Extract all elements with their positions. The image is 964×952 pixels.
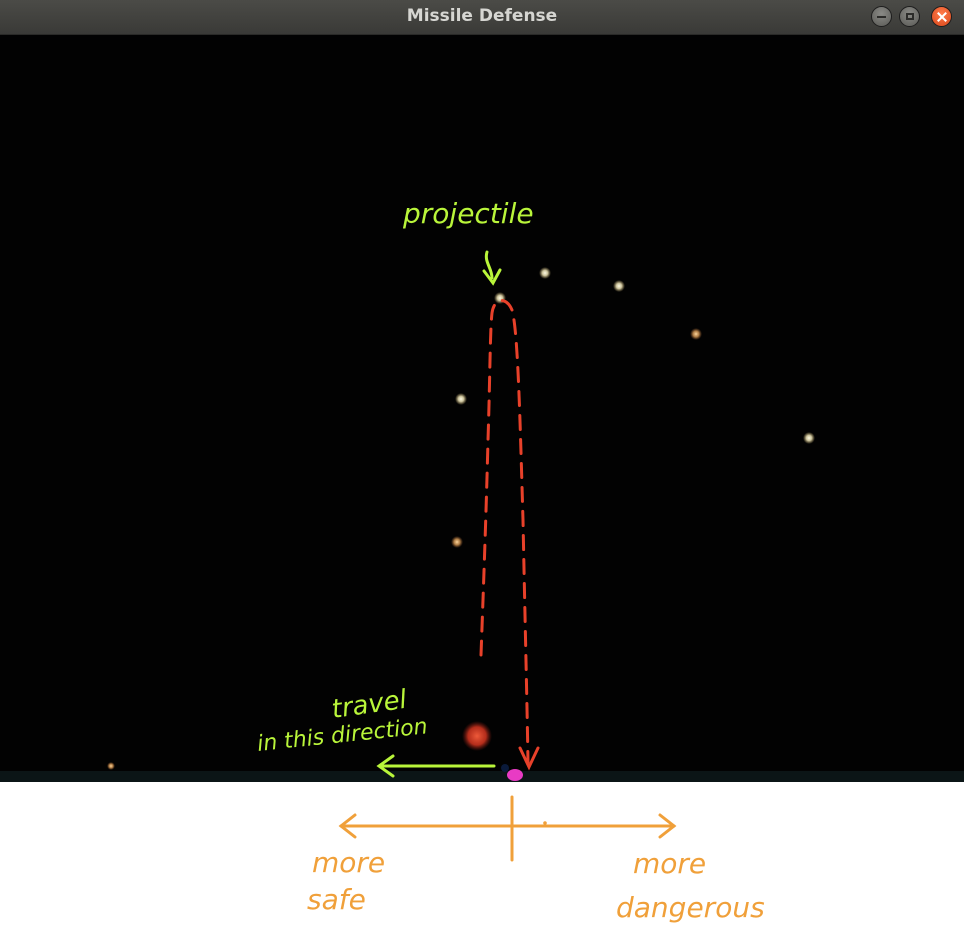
danger-label-more: more xyxy=(633,847,706,880)
close-icon xyxy=(937,12,947,22)
title-bar[interactable]: Missile Defense xyxy=(0,0,964,35)
game-canvas[interactable] xyxy=(0,35,964,782)
maximize-icon xyxy=(905,13,914,20)
danger-label: dangerous xyxy=(616,891,765,924)
safe-label-more: more xyxy=(312,846,385,879)
minimize-button[interactable] xyxy=(871,6,892,27)
safety-scale-left-head xyxy=(338,813,357,839)
ground-strip xyxy=(0,771,964,782)
safety-scale-right-head xyxy=(658,813,677,839)
safety-scale-dot xyxy=(543,821,547,825)
minimize-icon xyxy=(877,15,886,18)
maximize-button[interactable] xyxy=(899,6,920,27)
safe-label: safe xyxy=(307,883,366,916)
game-window: Missile Defense xyxy=(0,0,964,782)
window-title: Missile Defense xyxy=(406,6,558,26)
close-button[interactable] xyxy=(931,6,952,27)
